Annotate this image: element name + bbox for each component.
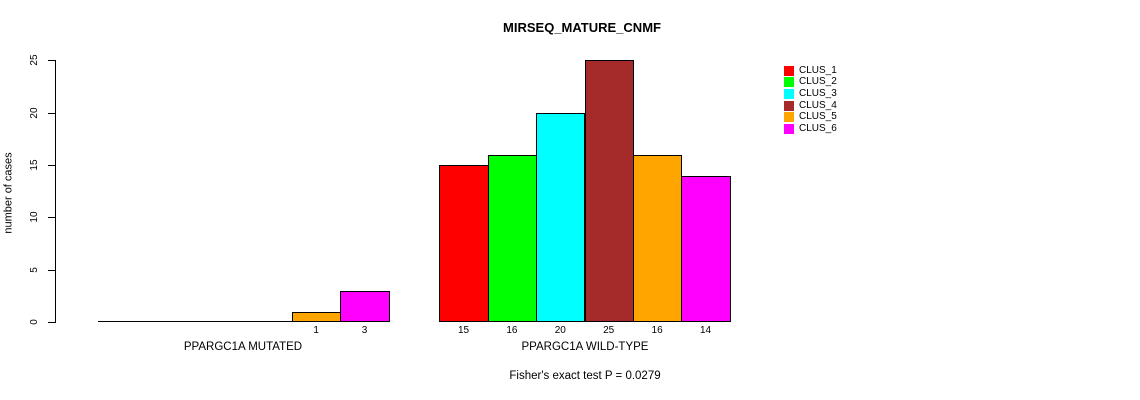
y-tick-label: 5 — [29, 266, 40, 273]
bar-value-label: 25 — [603, 325, 615, 336]
legend-item-CLUS_2: CLUS_2 — [784, 77, 837, 89]
legend: CLUS_1 CLUS_2 CLUS_3 CLUS_4 CLUS_5 CLUS_6 — [784, 65, 837, 135]
legend-item-CLUS_5: CLUS_5 — [784, 111, 837, 123]
bar-CLUS_4 — [584, 60, 634, 322]
y-axis-tick — [48, 60, 55, 62]
y-axis-tick — [48, 269, 55, 271]
bar-CLUS_1-zero — [98, 321, 148, 322]
bar-value-label: 14 — [699, 325, 712, 336]
legend-item-CLUS_1: CLUS_1 — [784, 65, 837, 77]
legend-swatch-CLUS_2 — [784, 77, 794, 88]
bar-CLUS_4-zero — [243, 321, 293, 322]
bar-CLUS_1 — [439, 165, 489, 322]
y-tick-label: 15 — [29, 159, 40, 171]
bar-value-label: 15 — [457, 325, 470, 336]
legend-swatch-CLUS_6 — [784, 123, 794, 134]
bar-value-label: 1 — [313, 325, 319, 336]
legend-item-CLUS_3: CLUS_3 — [784, 88, 837, 100]
legend-label: CLUS_4 — [799, 99, 837, 111]
y-axis-tick — [48, 112, 55, 114]
legend-swatch-CLUS_5 — [784, 112, 794, 123]
y-tick-label: 10 — [29, 211, 40, 223]
y-tick-label: 20 — [29, 107, 40, 119]
legend-item-CLUS_4: CLUS_4 — [784, 100, 837, 112]
bar-CLUS_2 — [487, 154, 538, 322]
group-label-wild-type: PPARGC1A WILD-TYPE — [521, 341, 649, 353]
bar-CLUS_2-zero — [146, 321, 197, 322]
y-axis-tick — [48, 165, 55, 167]
bar-CLUS_3-zero — [195, 321, 245, 322]
y-axis-tick — [48, 322, 55, 323]
y-axis-line — [55, 60, 56, 323]
y-axis-title: number of cases — [2, 152, 15, 234]
bar-value-label: 20 — [554, 325, 566, 336]
bar-CLUS_6 — [340, 290, 390, 322]
y-axis-tick — [48, 217, 55, 219]
legend-swatch-CLUS_4 — [784, 100, 794, 111]
annotation-fisher-test: Fisher's exact test P = 0.0279 — [509, 370, 661, 382]
legend-label: CLUS_1 — [799, 64, 837, 76]
bar-CLUS_6 — [681, 175, 731, 322]
bar-value-label: 3 — [361, 325, 368, 336]
legend-label: CLUS_3 — [799, 87, 837, 99]
bar-CLUS_5 — [291, 311, 342, 322]
legend-swatch-CLUS_3 — [784, 88, 794, 99]
legend-label: CLUS_6 — [799, 122, 837, 134]
legend-item-CLUS_6: CLUS_6 — [784, 123, 837, 135]
legend-label: CLUS_2 — [799, 76, 837, 88]
group-label-mutated: PPARGC1A MUTATED — [183, 341, 303, 353]
chart-title: MIRSEQ_MATURE_CNMF — [503, 20, 661, 35]
bar-CLUS_3 — [536, 112, 586, 322]
legend-swatch-CLUS_1 — [784, 65, 794, 76]
y-tick-label: 25 — [29, 54, 40, 66]
bar-CLUS_5 — [632, 154, 683, 322]
bar-value-label: 16 — [651, 325, 663, 336]
bar-value-label: 16 — [506, 325, 518, 336]
y-tick-label: 0 — [29, 319, 40, 325]
legend-label: CLUS_5 — [799, 111, 837, 123]
